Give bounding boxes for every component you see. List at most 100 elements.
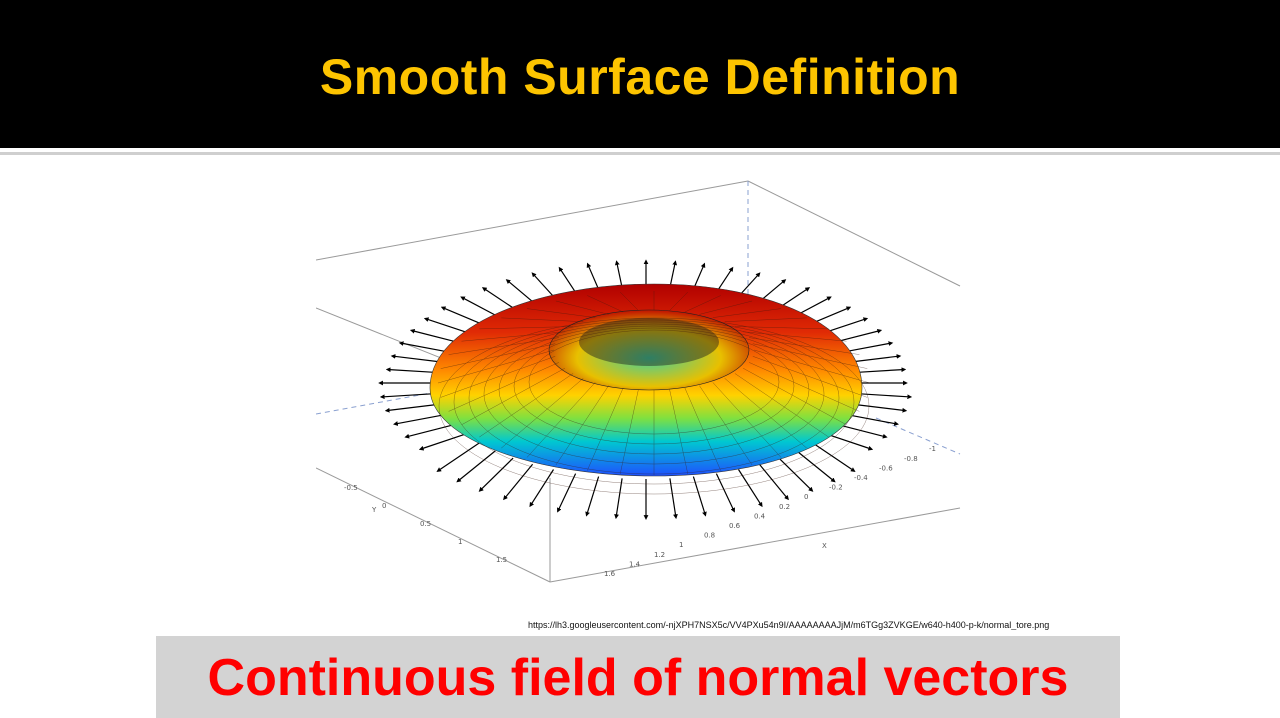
mesh-line xyxy=(448,337,559,355)
mesh-line xyxy=(440,356,556,398)
normal-vector-arrow xyxy=(558,266,577,293)
normal-vector-arrow xyxy=(826,433,874,451)
x-axis-label: X xyxy=(822,542,827,550)
normal-vector-arrow xyxy=(614,478,623,520)
divider-white xyxy=(0,148,1280,152)
normal-vector-arrow xyxy=(409,328,455,342)
x-tick-label: -0.4 xyxy=(854,474,868,482)
normal-vector-arrow xyxy=(460,296,496,316)
mesh-line xyxy=(724,317,807,322)
mesh-line xyxy=(479,326,574,330)
y-axis-ticks: -0.5 0 0.5 1 1.5 xyxy=(344,484,507,564)
mesh-line xyxy=(684,387,721,471)
y-tick-label: 1.5 xyxy=(496,556,507,564)
mesh-line xyxy=(724,378,807,449)
normal-vector-arrow xyxy=(857,367,907,373)
mesh-line xyxy=(699,385,753,466)
x-tick-label: -0.6 xyxy=(879,464,893,472)
normal-vector-arrow xyxy=(669,260,678,288)
y-tick-label: 1 xyxy=(458,538,462,546)
divider-gray xyxy=(0,152,1280,155)
x-tick-label: 0.2 xyxy=(779,503,790,511)
mesh-line xyxy=(526,382,596,458)
normal-vector-arrow xyxy=(857,393,913,400)
normal-vector-arrow xyxy=(481,287,514,309)
x-tick-label: -0.2 xyxy=(829,484,843,492)
mesh-line xyxy=(743,331,847,342)
normal-vector-arrow xyxy=(837,424,888,439)
mesh-line xyxy=(587,387,624,471)
mesh-line xyxy=(479,373,574,438)
mesh-line xyxy=(749,337,860,355)
caption-box: Continuous field of normal vectors xyxy=(156,636,1120,718)
title-bar: Smooth Surface Definition xyxy=(0,0,1280,148)
mesh-line xyxy=(684,295,721,313)
normal-vector-arrow xyxy=(423,317,466,333)
mesh-line xyxy=(501,317,584,322)
mesh-line xyxy=(669,291,688,311)
mesh-line xyxy=(448,362,560,412)
mesh-line xyxy=(587,295,624,313)
torus-figure: -0.5 0 0.5 1 1.5 1.6 1.4 1.2 1 0.8 0.6 0.4 0.2 0 -0.2… xyxy=(316,180,961,583)
normal-vector-arrow xyxy=(796,296,832,316)
normal-vector-arrow xyxy=(847,341,894,352)
x-tick-label: 1.2 xyxy=(654,551,665,559)
mesh-line xyxy=(619,389,639,474)
normal-vector-arrow xyxy=(737,469,763,508)
normal-vector-arrow xyxy=(384,403,439,413)
mesh-line xyxy=(734,326,829,330)
mesh-line xyxy=(501,378,584,449)
normal-vector-arrow xyxy=(436,442,480,472)
normal-vector-arrow xyxy=(478,457,514,492)
normal-vector-arrow xyxy=(853,354,902,363)
x-tick-label: -1 xyxy=(929,445,936,453)
x-tick-label: -0.8 xyxy=(904,455,918,463)
normal-vector-arrow xyxy=(557,473,577,513)
normal-vector-arrow xyxy=(778,457,814,492)
normal-vector-arrow xyxy=(847,414,899,426)
torus-surface xyxy=(429,283,871,495)
normal-vector-arrow xyxy=(440,306,480,324)
mesh-line xyxy=(526,308,596,318)
x-tick-label: 0 xyxy=(804,493,808,501)
normal-vector-arrow xyxy=(390,354,439,363)
y-tick-label: 0 xyxy=(382,502,386,510)
x-tick-label: 0.4 xyxy=(754,512,766,520)
mesh-line xyxy=(555,300,609,315)
mesh-line xyxy=(555,385,609,466)
normal-vector-arrow xyxy=(758,463,789,501)
x-tick-label: 1.6 xyxy=(604,570,616,578)
x-tick-label: 0.8 xyxy=(704,532,715,540)
mesh-line xyxy=(712,308,782,318)
normal-vector-arrow xyxy=(826,317,869,333)
normal-vector-arrow xyxy=(812,306,852,324)
mesh-line xyxy=(742,367,847,426)
source-url: https://lh3.googleusercontent.com/-njXPH… xyxy=(528,620,1050,630)
normal-vector-arrow xyxy=(529,469,555,508)
mesh-line xyxy=(748,362,860,412)
normal-vector-arrow xyxy=(398,341,445,352)
mesh-line xyxy=(752,343,868,369)
x-tick-label: 1.4 xyxy=(629,560,641,568)
normal-vector-arrow xyxy=(692,476,707,517)
x-tick-label: 1 xyxy=(679,541,683,549)
normal-vector-arrow xyxy=(531,272,554,297)
normal-vector-arrow xyxy=(418,433,466,451)
mesh-line xyxy=(734,373,829,438)
normal-vector-arrow xyxy=(812,442,856,472)
normal-vector-arrow xyxy=(503,463,534,501)
mesh-line xyxy=(437,349,555,384)
mesh-line xyxy=(712,382,782,458)
normal-vector-arrow xyxy=(614,260,623,288)
normal-vector-arrow xyxy=(796,450,836,483)
mesh-line xyxy=(699,300,753,315)
normal-vector-arrow xyxy=(586,262,600,290)
y-tick-label: 0.5 xyxy=(420,520,431,528)
normal-vector-arrow xyxy=(837,328,883,342)
normal-vector-arrow xyxy=(385,367,435,373)
y-tick-label: -0.5 xyxy=(344,484,358,492)
normal-vector-arrow xyxy=(585,476,600,517)
normal-vector-arrow xyxy=(379,393,435,400)
mesh-line xyxy=(461,367,566,426)
normal-vector-arrow xyxy=(505,279,533,303)
